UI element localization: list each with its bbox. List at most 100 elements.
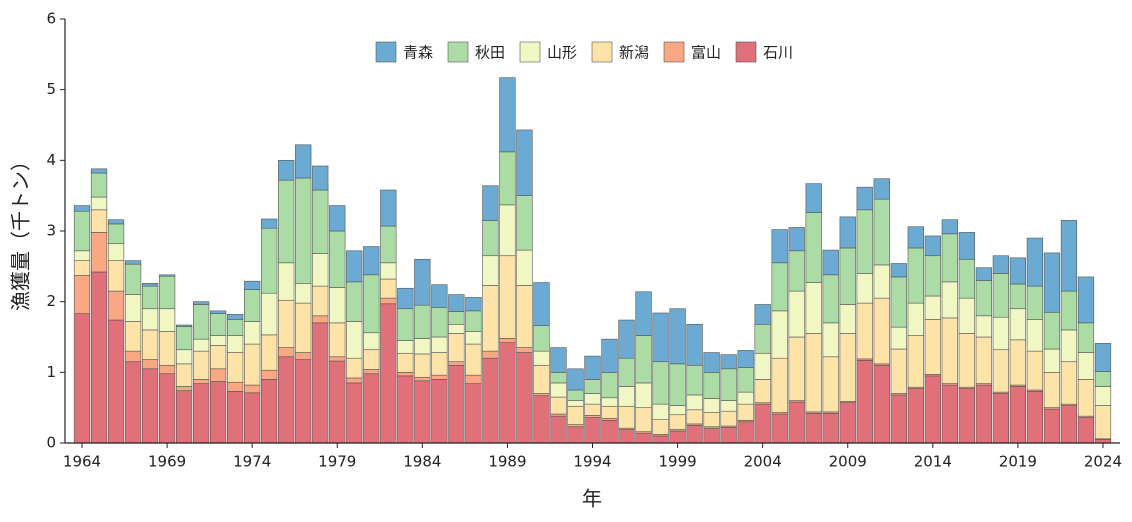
bar-segment bbox=[210, 310, 227, 314]
bar-segment bbox=[907, 247, 924, 304]
bar-segment bbox=[380, 278, 397, 299]
bar-segment bbox=[329, 205, 346, 232]
bar-segment bbox=[754, 403, 771, 444]
bar-segment bbox=[90, 168, 108, 174]
bar-segment bbox=[669, 430, 686, 444]
bar-segment bbox=[1077, 276, 1095, 324]
bar-segment bbox=[210, 345, 227, 370]
bar-segment bbox=[635, 432, 652, 444]
bar-segment bbox=[550, 413, 567, 417]
bar-segment bbox=[227, 319, 244, 336]
bar-segment bbox=[107, 223, 125, 245]
bar-segment bbox=[839, 333, 856, 402]
bar-segment bbox=[805, 282, 822, 334]
legend-label: 新潟 bbox=[619, 44, 649, 62]
bar-segment bbox=[397, 287, 414, 310]
bar-segment bbox=[1026, 237, 1044, 287]
bar-segment bbox=[1009, 283, 1027, 310]
bar-segment bbox=[635, 407, 652, 432]
bar-segment bbox=[516, 129, 533, 196]
bar-segment bbox=[482, 357, 499, 444]
bar-segment bbox=[567, 426, 584, 444]
bar-segment bbox=[584, 417, 601, 444]
x-tick-label: 2019 bbox=[999, 453, 1037, 471]
bar-segment bbox=[227, 391, 244, 444]
bar-segment bbox=[1026, 391, 1044, 444]
bar-segment bbox=[686, 425, 703, 444]
bar-segment bbox=[873, 297, 890, 365]
bar-segment bbox=[414, 376, 431, 382]
bar-segment bbox=[448, 333, 465, 363]
x-tick-label: 1974 bbox=[233, 453, 271, 471]
bar-segment bbox=[499, 342, 516, 444]
bar-segment bbox=[601, 397, 618, 407]
bar-segment bbox=[312, 165, 329, 191]
bar-segment bbox=[465, 374, 482, 384]
bar-segment bbox=[890, 394, 907, 444]
bar-segment bbox=[499, 77, 516, 153]
bar-segment bbox=[771, 357, 788, 413]
bar-segment bbox=[278, 160, 295, 181]
bar-segment bbox=[601, 372, 618, 399]
bar-segment bbox=[90, 271, 108, 444]
bar-segment bbox=[1077, 417, 1095, 444]
legend-label: 秋田 bbox=[475, 44, 505, 62]
bar-segment bbox=[652, 435, 669, 444]
bar-segment bbox=[158, 308, 176, 332]
bar-segment bbox=[1043, 252, 1061, 313]
x-tick-label: 1979 bbox=[318, 453, 356, 471]
bar-segment bbox=[227, 381, 244, 392]
bar-segment bbox=[499, 338, 516, 343]
bar-segment bbox=[295, 302, 312, 353]
bar-segment bbox=[839, 304, 856, 334]
bar-segment bbox=[295, 177, 312, 284]
bar-segment bbox=[567, 389, 584, 401]
y-tick-label: 5 bbox=[46, 80, 56, 98]
bar-segment bbox=[346, 357, 363, 379]
bar-segment bbox=[482, 255, 499, 286]
bar-segment bbox=[329, 230, 346, 288]
bar-segment bbox=[686, 409, 703, 425]
bar-segment bbox=[686, 323, 703, 366]
bar-segment bbox=[312, 189, 329, 254]
bar-segment bbox=[856, 360, 873, 444]
bar-segment bbox=[278, 179, 295, 264]
bar-segment bbox=[618, 319, 635, 359]
bar-segment bbox=[244, 384, 261, 394]
y-tick-label: 2 bbox=[46, 292, 56, 310]
bar-segment bbox=[567, 424, 584, 428]
bar-segment bbox=[550, 347, 567, 373]
bar-segment bbox=[703, 398, 720, 413]
bar-segment bbox=[397, 308, 414, 341]
bar-segment bbox=[788, 336, 805, 401]
bar-segment bbox=[720, 400, 737, 412]
bar-segment bbox=[669, 363, 686, 406]
bar-segment bbox=[941, 219, 958, 235]
bar-segment bbox=[703, 427, 720, 444]
bar-segment bbox=[1060, 290, 1078, 331]
bar-segment bbox=[788, 227, 805, 252]
bar-segment bbox=[720, 354, 737, 370]
bar-segment bbox=[584, 379, 601, 394]
bar-segment bbox=[244, 392, 261, 444]
bar-segment bbox=[1077, 322, 1095, 353]
bar-segment bbox=[193, 350, 210, 380]
bar-segment bbox=[295, 144, 312, 179]
bar-segment bbox=[941, 281, 958, 319]
bar-segment bbox=[107, 243, 125, 261]
y-tick-label: 1 bbox=[46, 363, 56, 381]
bar-segment bbox=[601, 420, 618, 444]
bar-segment bbox=[516, 249, 533, 286]
bar-segment bbox=[992, 255, 1010, 274]
bar-segment bbox=[737, 403, 754, 421]
bar-segment bbox=[584, 355, 601, 380]
bar-segment bbox=[312, 253, 329, 287]
bar-segment bbox=[924, 255, 941, 297]
bar-segment bbox=[397, 352, 414, 373]
bar-segment bbox=[380, 189, 397, 227]
y-tick-label: 0 bbox=[46, 434, 56, 452]
bar-segment bbox=[448, 311, 465, 325]
bar-segment bbox=[175, 386, 193, 392]
bar-segment bbox=[890, 348, 907, 394]
legend-swatch bbox=[663, 41, 685, 63]
